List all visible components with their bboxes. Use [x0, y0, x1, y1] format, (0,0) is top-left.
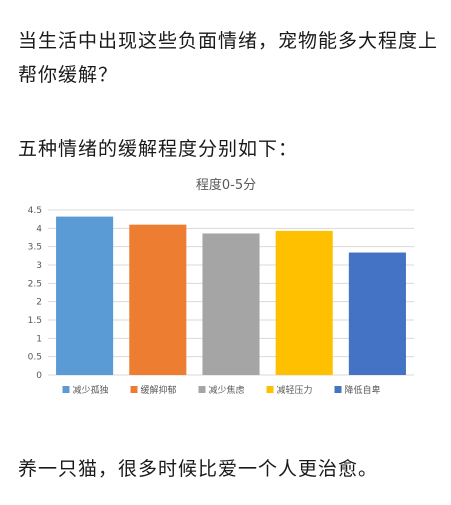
legend-swatch [334, 386, 342, 393]
y-tick-label: 1 [36, 334, 42, 344]
conclusion-text: 养一只猫，很多时候比爱一个人更治愈。 [18, 458, 379, 480]
bar-4 [275, 230, 333, 375]
legend-label: 减少焦虑 [209, 384, 245, 396]
y-tick-label: 3 [36, 261, 42, 271]
legend-label: 降低自卑 [345, 384, 381, 396]
bar-chart: 程度0-5分 0 0.5 1 1.5 2 2.5 3 3.5 4 4.5 减少孤独 缓解抑郁 减少焦虑… [14, 172, 439, 408]
legend-label: 减少孤独 [73, 384, 109, 396]
legend-label: 缓解抑郁 [141, 384, 177, 396]
y-tick-label: 4 [36, 224, 42, 234]
y-axis-ticks: 0 0.5 1 1.5 2 2.5 3 3.5 4 4.5 [28, 206, 43, 381]
legend-swatch [62, 386, 70, 393]
y-tick-label: 3.5 [28, 243, 42, 253]
y-tick-label: 2.5 [28, 279, 42, 289]
lead-text: 五种情绪的缓解程度分别如下： [18, 138, 299, 160]
bar-3 [202, 233, 260, 375]
y-tick-label: 0 [36, 371, 42, 381]
legend: 减少孤独 缓解抑郁 减少焦虑 减轻压力 降低自卑 [62, 384, 381, 396]
legend-label: 减轻压力 [277, 384, 313, 396]
legend-swatch [130, 386, 138, 393]
question-text: 当生活中出现这些负面情绪，宠物能多大程度上帮你缓解？ [18, 30, 439, 86]
legend-swatch [266, 386, 274, 393]
y-tick-label: 2 [36, 298, 42, 308]
chart-svg: 程度0-5分 0 0.5 1 1.5 2 2.5 3 3.5 4 4.5 减少孤独 缓解抑郁 减少焦虑… [28, 177, 414, 396]
legend-swatch [198, 386, 206, 393]
y-tick-label: 0.5 [28, 353, 42, 363]
bar-1 [56, 216, 114, 375]
y-tick-label: 4.5 [28, 206, 42, 216]
y-tick-label: 1.5 [28, 316, 42, 326]
bars [56, 216, 406, 375]
bar-5 [348, 252, 406, 375]
chart-title: 程度0-5分 [196, 177, 256, 193]
bar-2 [129, 224, 187, 375]
